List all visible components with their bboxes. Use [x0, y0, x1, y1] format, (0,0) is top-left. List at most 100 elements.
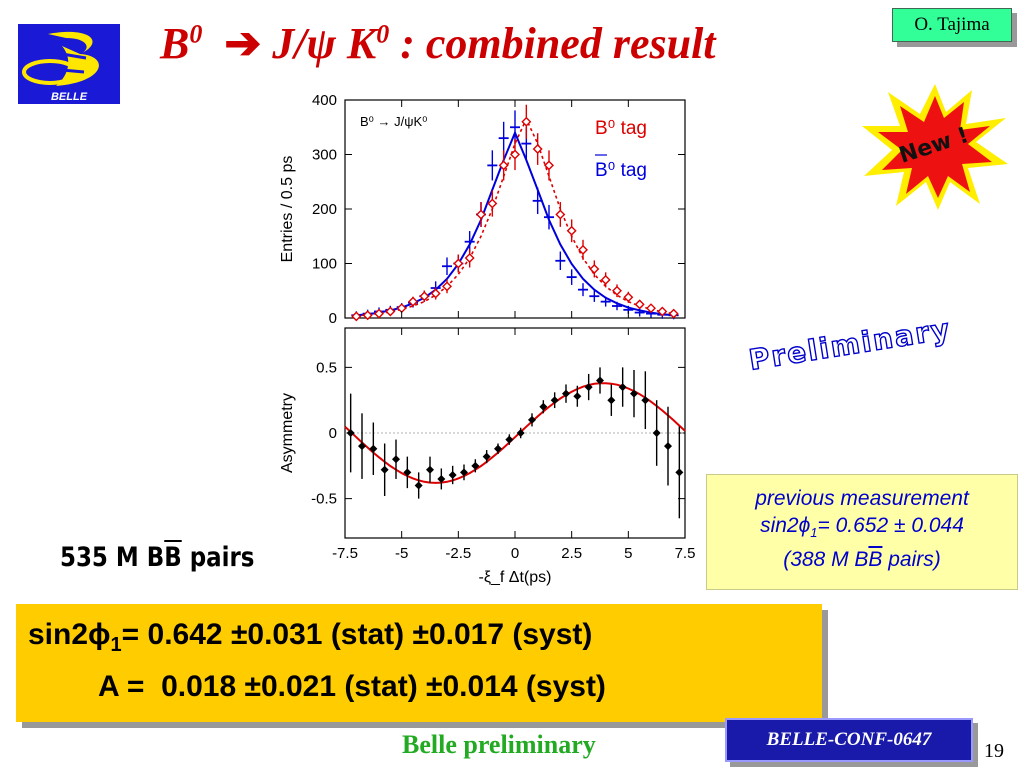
result-sin-label: sin2	[28, 618, 89, 651]
previous-phi: ϕ	[798, 514, 811, 537]
preliminary-stamp: Preliminary	[746, 312, 954, 378]
asym-point	[596, 376, 604, 385]
entries-ytick-label: 300	[312, 147, 337, 164]
asym-ytick-label: 0	[329, 425, 337, 442]
entries-point-b0	[566, 225, 577, 236]
asym-point	[358, 442, 366, 451]
entries-point-b0	[532, 144, 543, 155]
previous-sin-label: sin2	[760, 514, 799, 537]
entries-point-b0	[362, 310, 373, 321]
asym-point	[392, 455, 400, 464]
entries-point-b0	[498, 160, 509, 171]
previous-pairs-bbar: B	[868, 548, 883, 572]
result-a-label: A =	[98, 670, 145, 703]
footer-note: Belle preliminary	[402, 730, 596, 759]
entries-ytick-label: 0	[329, 310, 337, 327]
entries-point-b0	[385, 306, 396, 317]
asym-xtick-label: 2.5	[561, 545, 582, 562]
result-sin-eq: =	[121, 618, 140, 651]
asym-xtick-label: 7.5	[675, 545, 696, 562]
entries-point-b0	[578, 244, 588, 255]
entries-point-b0	[668, 308, 679, 319]
entries-point-b0	[600, 274, 611, 285]
inset-label: B⁰ → J/ψK⁰	[360, 114, 427, 129]
asymmetry-panel: -0.5 0 0.5 Asymmetry -7.5 -5 -2.5 0 2.5 5 7.5 -ξ_f …	[279, 327, 696, 586]
result-sin-value: 0.642 ±0.031 (stat) ±0.017 (syst)	[147, 618, 593, 651]
entries-point-b0	[374, 308, 384, 319]
previous-line1: previous measurement	[755, 487, 969, 510]
entries-ytick-label: 200	[312, 201, 337, 218]
previous-pairs-pre: (388 M B	[783, 548, 869, 572]
result-sin-line: sin2ϕ1= 0.642 ±0.031 (stat) ±0.017 (syst…	[28, 618, 592, 657]
entries-point-b0	[657, 306, 668, 317]
entries-ytick-label: 400	[312, 92, 337, 109]
asym-point	[584, 383, 593, 392]
entries-point-b0	[612, 285, 622, 296]
entries-point-b0	[453, 258, 464, 269]
conf-tag: BELLE-CONF-0647	[725, 718, 973, 762]
entries-ylabel: Entries / 0.5 ps	[279, 156, 296, 263]
asym-xlabel: -ξ_f Δt(ps)	[479, 569, 552, 586]
asym-point	[607, 396, 616, 405]
result-a-line: A = 0.018 ±0.021 (stat) ±0.014 (syst)	[98, 670, 606, 704]
asym-xtick-label: 0	[511, 545, 519, 562]
asym-point	[641, 396, 650, 405]
new-badge-icon: New !	[862, 84, 1008, 210]
title-jpsi: J/ψ K	[272, 19, 377, 68]
asym-point	[403, 468, 412, 477]
asym-point	[380, 465, 389, 474]
asym-point	[494, 444, 502, 453]
asym-point	[426, 465, 434, 474]
result-box: sin2ϕ1= 0.642 ±0.031 (stat) ±0.017 (syst…	[16, 604, 822, 722]
entries-point-b0	[510, 149, 520, 160]
asym-point	[369, 444, 378, 453]
asymmetry-plot: 0 100 200 300 400 Entries / 0.5 ps B⁰ → J/ψK⁰ B…	[279, 92, 696, 586]
asym-point	[573, 392, 582, 401]
asym-point	[675, 468, 684, 477]
asym-point	[505, 435, 514, 444]
asym-point	[562, 389, 570, 398]
logo-text: BELLE	[51, 91, 88, 103]
entries-point-b0	[487, 198, 498, 209]
legend-b0bar-tag: B⁰ tag	[595, 160, 647, 181]
entries-point-b0	[646, 303, 656, 314]
asym-xtick-label: -2.5	[445, 545, 471, 562]
asym-ytick-label: 0.5	[316, 359, 337, 376]
asym-point	[437, 474, 446, 483]
entries-point-b0	[476, 209, 486, 220]
slide-title: B0 ➔ J/ψ K0 : combined result	[160, 18, 880, 69]
page-number: 19	[984, 740, 1004, 762]
asym-xtick-label: -5	[395, 545, 408, 562]
asym-ylabel: Asymmetry	[279, 393, 296, 473]
title-b: B	[160, 19, 190, 68]
asym-point	[448, 471, 457, 479]
asym-point	[516, 429, 525, 437]
asym-point	[482, 452, 491, 461]
entries-point-b0	[419, 291, 430, 302]
asym-point	[618, 383, 627, 392]
previous-value: = 0.652 ± 0.044	[817, 514, 964, 537]
pairs-label-pre: 535 M B	[60, 542, 165, 573]
asym-point	[471, 461, 480, 470]
entries-point-b0	[430, 288, 441, 299]
belle-logo: BELLE	[18, 24, 120, 104]
pairs-label-bbar: B	[164, 542, 182, 573]
author-tag: O. Tajima	[892, 8, 1012, 42]
entries-point-b0	[521, 116, 532, 127]
previous-pairs-post: pairs)	[882, 548, 941, 572]
pairs-label: 535 M BB pairs	[60, 542, 254, 573]
entries-point-b0	[351, 311, 362, 322]
asym-ytick-label: -0.5	[311, 491, 337, 508]
entries-ytick-label: 100	[312, 256, 337, 273]
entries-point-b0	[464, 253, 475, 264]
asym-point	[664, 442, 672, 451]
asym-xtick-label: 5	[624, 545, 632, 562]
entries-point-b0	[544, 160, 554, 171]
entries-point-b0	[589, 263, 600, 274]
previous-line3: (388 M BB pairs)	[707, 546, 1017, 573]
asym-point	[528, 415, 536, 424]
title-sup1: 0	[189, 19, 203, 49]
asym-point	[460, 468, 468, 477]
asym-point	[630, 389, 638, 398]
entries-panel: 0 100 200 300 400 Entries / 0.5 ps B⁰ → J/ψK⁰ B…	[279, 92, 686, 327]
